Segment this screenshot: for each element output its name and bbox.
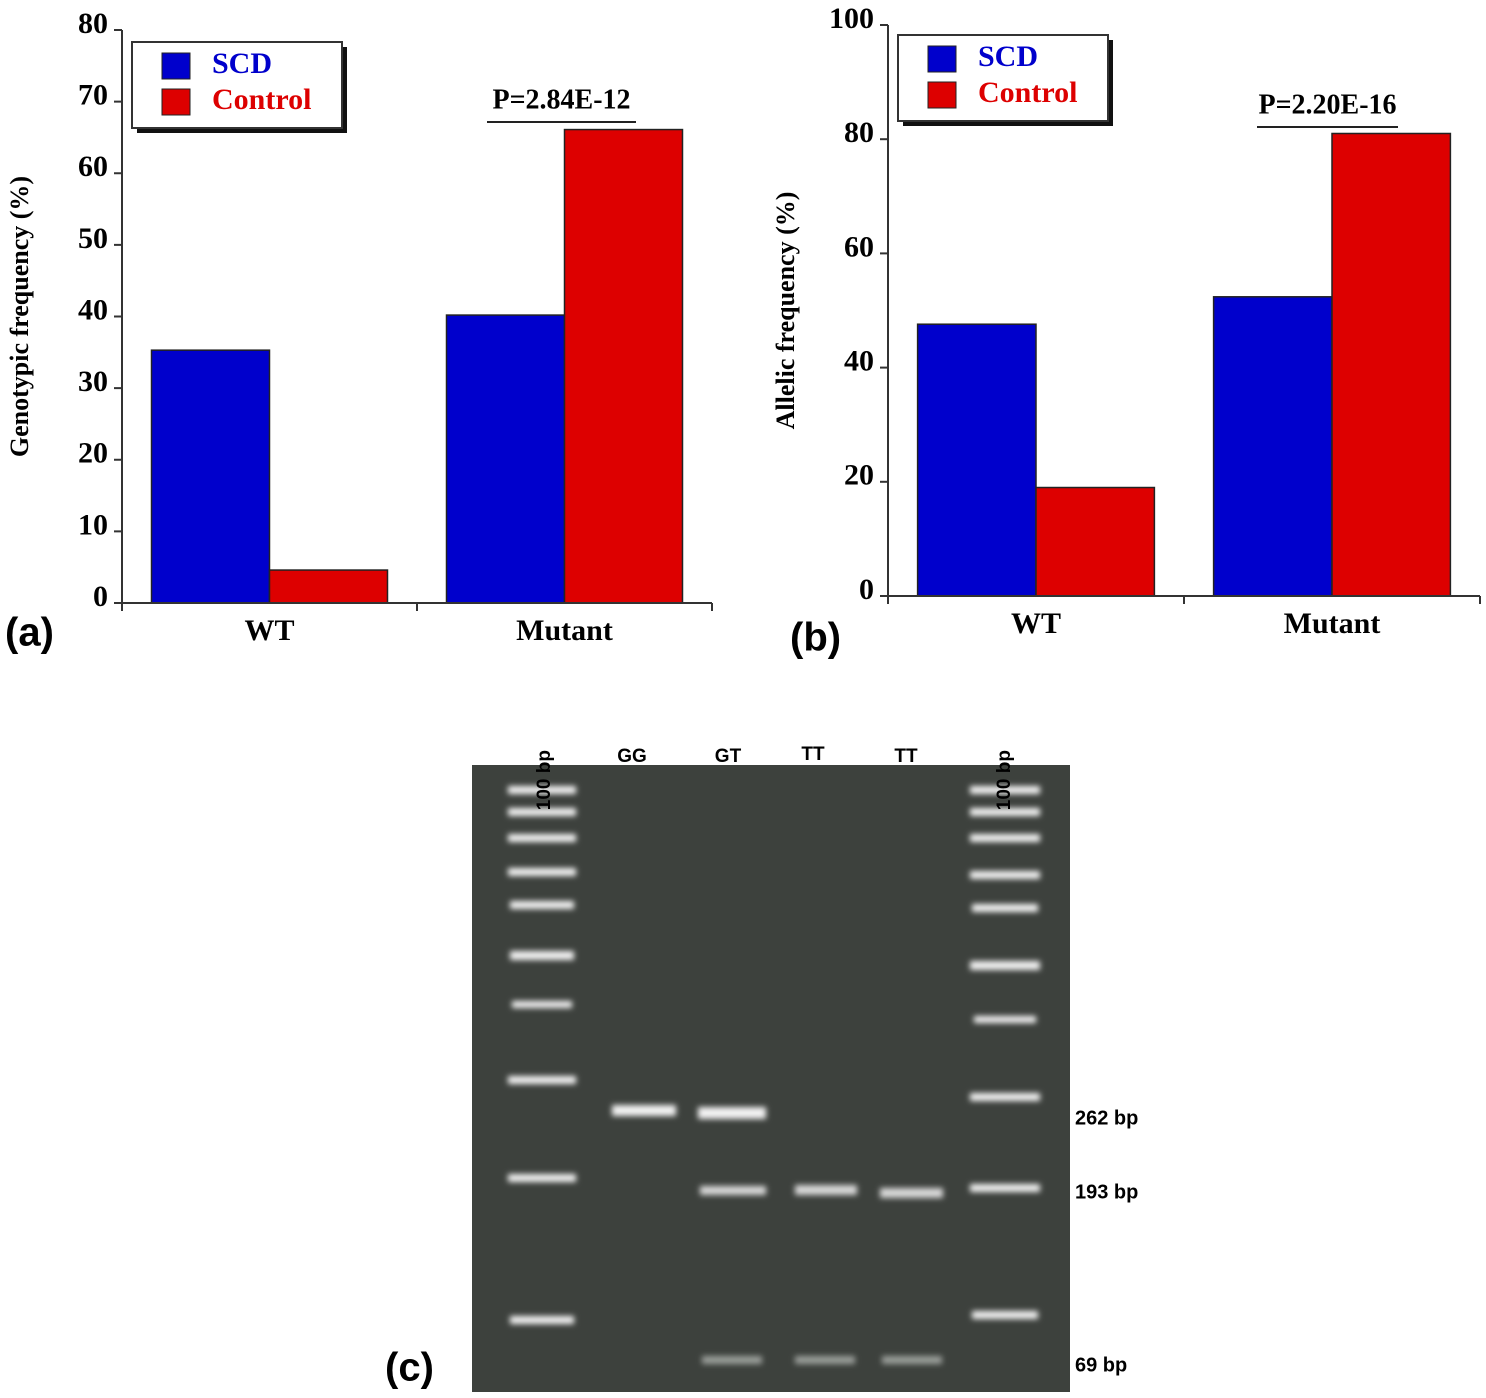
- lane-label: 100 bp: [534, 750, 555, 810]
- legend-label: Control: [212, 83, 311, 116]
- y-tick-label: 80: [78, 7, 108, 40]
- lane-label: GG: [617, 746, 647, 767]
- bar: [1331, 132, 1452, 597]
- y-tick-label: 20: [844, 459, 874, 492]
- annotation: P=2.20E-16: [1258, 89, 1396, 120]
- x-tick-label: WT: [1011, 607, 1061, 640]
- lane-label: 100 bp: [994, 750, 1015, 810]
- y-tick-label: 50: [78, 222, 108, 255]
- lane-label: TT: [894, 746, 918, 767]
- legend-label: SCD: [978, 40, 1038, 73]
- bar: [268, 569, 389, 604]
- bar: [563, 128, 684, 604]
- size-label: 262 bp: [1075, 1107, 1138, 1129]
- legend-label: SCD: [212, 47, 272, 80]
- y-tick-label: 30: [78, 365, 108, 398]
- legend-swatch: [161, 88, 191, 116]
- y-tick-label: 10: [78, 508, 108, 541]
- y-tick-label: 100: [829, 2, 874, 35]
- annotation: P=2.84E-12: [492, 84, 630, 115]
- y-tick-label: 60: [844, 230, 874, 263]
- gel-panel: 100 bp GG GT TT TT 100 bp 262 bp 193 bp …: [385, 744, 1138, 1392]
- y-axis-title: Allelic frequency (%): [771, 192, 800, 430]
- y-tick-label: 20: [78, 437, 108, 470]
- ladder-right: [970, 786, 1040, 1319]
- bar: [150, 349, 271, 604]
- x-tick-label: WT: [244, 614, 294, 647]
- size-label: 193 bp: [1075, 1181, 1138, 1203]
- y-tick-label: 40: [78, 293, 108, 326]
- x-tick-label: Mutant: [516, 614, 613, 647]
- y-tick-label: 0: [859, 573, 874, 606]
- lane-label: TT: [801, 744, 825, 765]
- bar: [1212, 296, 1333, 597]
- lane-label: GT: [715, 746, 742, 767]
- legend-swatch: [161, 52, 191, 80]
- sample-bands: [612, 1105, 943, 1364]
- legend-swatch: [927, 45, 957, 73]
- y-tick-label: 40: [844, 344, 874, 377]
- y-axis-title: Genotypic frequency (%): [5, 176, 34, 457]
- panel-label: (a): [5, 611, 54, 655]
- y-tick-label: 0: [93, 580, 108, 613]
- panel-label: (c): [385, 1346, 434, 1390]
- ladder-left: [508, 786, 576, 1324]
- x-tick-label: Mutant: [1284, 607, 1381, 640]
- y-tick-label: 80: [844, 116, 874, 149]
- legend-label: Control: [978, 76, 1077, 109]
- y-tick-label: 70: [78, 79, 108, 112]
- bar: [916, 323, 1037, 597]
- panel-label: (b): [790, 616, 841, 660]
- bar: [445, 314, 566, 604]
- legend-swatch: [927, 81, 957, 109]
- bar: [1035, 486, 1156, 597]
- y-tick-label: 60: [78, 150, 108, 183]
- size-label: 69 bp: [1075, 1354, 1127, 1376]
